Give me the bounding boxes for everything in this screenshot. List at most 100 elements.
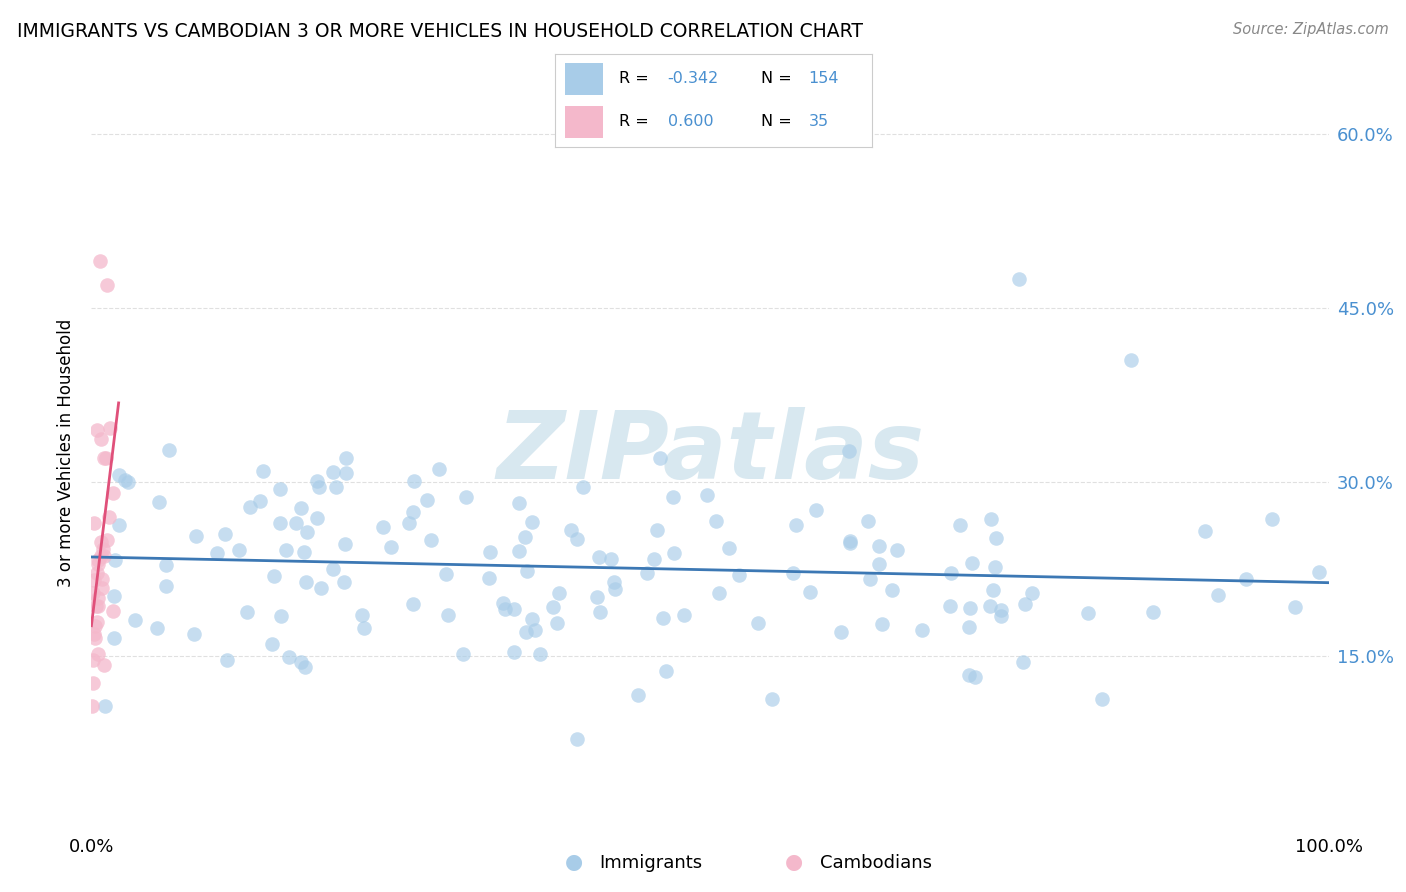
Point [437, 608, 460, 623]
Point [94, 450, 117, 465]
Text: R =: R = [619, 114, 654, 129]
Point [508, 543, 530, 558]
Point [252, 464, 274, 478]
Point [1284, 599, 1306, 614]
Point [643, 552, 665, 566]
Point [148, 495, 170, 509]
Point [325, 480, 347, 494]
Point [96, 533, 118, 547]
Point [297, 525, 319, 540]
Point [522, 612, 544, 626]
Point [263, 569, 285, 583]
Point [269, 482, 291, 496]
Point [1119, 353, 1142, 368]
Point [548, 586, 571, 600]
Point [718, 541, 741, 555]
Point [335, 451, 357, 466]
Point [103, 589, 125, 603]
Point [290, 500, 312, 515]
Point [949, 517, 972, 532]
Point [451, 647, 474, 661]
Point [290, 655, 312, 669]
Point [101, 486, 124, 500]
Point [524, 623, 547, 637]
Text: ZIPatlas: ZIPatlas [496, 407, 924, 499]
Point [87, 599, 110, 613]
Point [402, 597, 425, 611]
Point [868, 557, 890, 571]
Point [335, 466, 357, 480]
Point [294, 575, 316, 590]
Text: ●: ● [565, 853, 582, 872]
Point [270, 609, 292, 624]
Point [983, 560, 1005, 574]
Point [82, 676, 104, 690]
Point [93, 658, 115, 673]
Point [588, 549, 610, 564]
Point [886, 543, 908, 558]
Point [307, 511, 329, 525]
Point [91, 581, 114, 595]
Point [492, 596, 515, 610]
Point [260, 636, 283, 650]
Point [249, 493, 271, 508]
Point [627, 688, 650, 702]
Point [571, 480, 593, 494]
Point [838, 533, 860, 548]
Point [959, 600, 981, 615]
Point [704, 514, 727, 528]
Point [373, 519, 395, 533]
Point [434, 567, 457, 582]
Point [108, 518, 131, 533]
Point [565, 732, 588, 747]
Point [645, 523, 668, 537]
Point [427, 462, 450, 476]
Point [1077, 607, 1099, 621]
Point [804, 502, 827, 516]
Point [503, 645, 526, 659]
Point [97, 510, 120, 524]
Point [727, 567, 749, 582]
Point [278, 650, 301, 665]
Point [503, 602, 526, 616]
Point [984, 531, 1007, 545]
Point [90, 432, 112, 446]
Point [87, 647, 110, 661]
Point [662, 490, 685, 504]
Point [990, 603, 1012, 617]
Point [416, 493, 439, 508]
Text: Source: ZipAtlas.com: Source: ZipAtlas.com [1233, 22, 1389, 37]
Point [108, 468, 131, 483]
Point [859, 572, 882, 586]
Point [1142, 605, 1164, 619]
Point [157, 443, 180, 458]
Point [104, 553, 127, 567]
Point [957, 620, 980, 634]
Text: ●: ● [786, 853, 803, 872]
Point [1012, 655, 1035, 669]
Point [880, 582, 903, 597]
Point [86, 615, 108, 629]
Point [322, 562, 344, 576]
Point [830, 624, 852, 639]
Text: 0.600: 0.600 [668, 114, 713, 129]
Point [939, 599, 962, 613]
Point [529, 647, 551, 661]
Point [155, 579, 177, 593]
Point [83, 627, 105, 641]
Point [588, 605, 610, 619]
Point [86, 424, 108, 438]
Point [868, 539, 890, 553]
Point [983, 582, 1005, 597]
Point [183, 627, 205, 641]
Point [957, 668, 980, 682]
Point [87, 557, 110, 571]
Point [215, 653, 238, 667]
Point [239, 500, 262, 514]
Point [565, 532, 588, 546]
Point [82, 586, 104, 600]
Point [98, 421, 121, 435]
Point [990, 608, 1012, 623]
Point [146, 621, 169, 635]
Point [541, 600, 564, 615]
